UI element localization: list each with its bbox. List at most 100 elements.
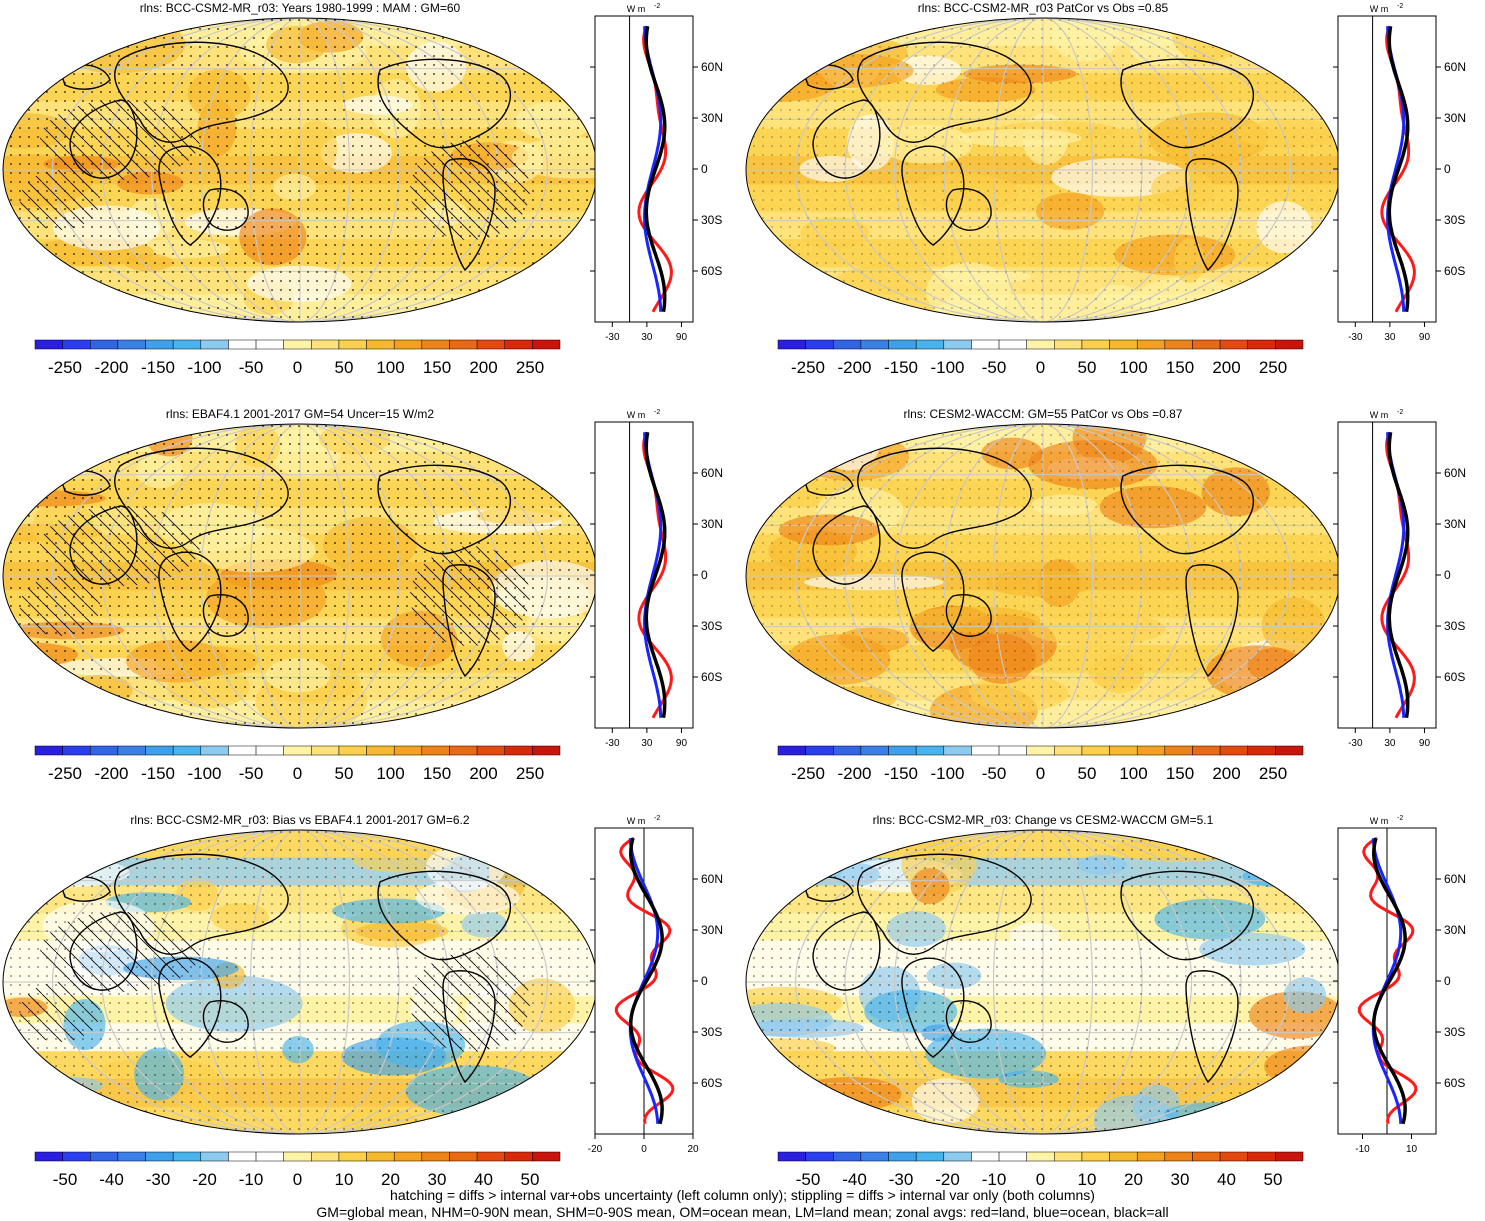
colorbar-label: 100 [1119,358,1147,377]
colorbar-swatch [311,339,340,350]
field-blob [55,440,95,470]
colorbar-label: -250 [791,764,825,783]
colorbar-label: 100 [376,358,404,377]
x-tick-label: -30 [1348,738,1363,749]
colorbar: -250 -200 -150 -100 -50 0 50 100 150 200 250 [34,339,561,377]
x-tick-label: -20 [588,1144,603,1155]
lat-tick-label: 60S [701,1076,722,1090]
colorbar-swatch [366,339,395,350]
zonal-curve-all [629,837,664,1125]
colorbar-label: 0 [293,1170,302,1189]
colorbar-label: 150 [1166,358,1194,377]
colorbar-label: 0 [293,358,302,377]
colorbar-swatch [1219,745,1248,756]
colorbar-swatch [860,745,889,756]
panel-figure: -50 -40 -30 -20 -10 0 10 20 30 40 50 W m -2 60N 30N 0 30… [2,815,723,1189]
colorbar-label: -100 [930,764,964,783]
colorbar-swatch [421,745,450,756]
lat-tick-label: 60S [701,670,722,684]
colorbar-swatch [393,1151,423,1162]
panel-title: rlns: BCC-CSM2-MR_r03 PatCor vs Obs =0.8… [917,1,1169,15]
zonal-frame [594,15,694,323]
colorbar-swatch [504,339,533,350]
colorbar-label: -100 [930,358,964,377]
colorbar-swatch [1164,745,1193,756]
colorbar-swatch [1247,1151,1276,1162]
colorbar-label: -250 [48,358,82,377]
field-blob [62,20,162,41]
colorbar-swatch [1247,745,1276,756]
colorbar-swatch [971,339,1000,350]
colorbar-swatch [255,1151,284,1162]
lat-tick-label: 30N [701,923,723,937]
colorbar-swatch [34,745,63,756]
footer-line-2: GM=global mean, NHM=0-90N mean, SHM=0-90… [316,1204,1169,1220]
colorbar-label: -200 [94,358,128,377]
x-tick-label: 30 [641,332,653,343]
lat-tick-label: 30S [1444,1025,1465,1039]
colorbar-label: -30 [889,1170,914,1189]
lat-tick-label: 60N [1444,872,1466,886]
lat-tick-label: 0 [701,974,708,988]
panel-title: rlns: BCC-CSM2-MR_r03: Years 1980-1999 :… [139,1,461,15]
colorbar-swatch [971,1151,1000,1162]
colorbar-label: -150 [141,764,175,783]
colorbar-label: -20 [935,1170,960,1189]
colorbar-swatch [283,745,312,756]
lat-tick-label: 30S [701,213,722,227]
colorbar-swatch [805,1151,834,1162]
panel-5: rlns: BCC-CSM2-MR_r03: Bias vs EBAF4.1 2… [0,812,742,1217]
colorbar-swatch [805,339,834,350]
colorbar-label: -250 [791,358,825,377]
panel-1: rlns: BCC-CSM2-MR_r03: Years 1980-1999 :… [0,0,742,405]
lat-tick-label: 30S [701,619,722,633]
colorbar-swatch [1219,1151,1248,1162]
colorbar-swatch [1192,745,1221,756]
colorbar-swatch [421,339,450,350]
stippling [746,18,1340,322]
colorbar-swatch [532,1151,561,1162]
colorbar-swatch [311,745,340,756]
colorbar-label: -200 [837,764,871,783]
panel-figure: -250 -200 -150 -100 -50 0 50 100 150 200 250 W m -2 6… [2,3,723,377]
colorbar-swatch [833,745,862,756]
colorbar-swatch [833,1151,862,1162]
colorbar-swatch [145,1151,174,1162]
lat-tick-label: 30S [1444,619,1465,633]
colorbar-swatch [117,745,146,756]
lat-tick-label: 30N [1444,517,1466,531]
x-tick-label: -10 [1355,1144,1370,1155]
panel-6: rlns: BCC-CSM2-MR_r03: Change vs CESM2-W… [743,812,1485,1217]
field-blob [746,432,858,467]
colorbar-label: 20 [381,1170,400,1189]
field-blob [1231,1099,1304,1128]
colorbar-swatch [1109,745,1138,756]
colorbar-swatch [62,745,91,756]
colorbar-swatch [1164,1151,1193,1162]
colorbar-label: 150 [423,358,451,377]
zonal-units-exponent: -2 [654,815,660,822]
colorbar-swatch [393,339,423,350]
x-tick-label: -30 [605,738,620,749]
hatching [410,952,530,1052]
panel-figure: -250 -200 -150 -100 -50 0 50 100 150 200 250 W m -2 6… [745,3,1466,377]
colorbar-swatch [145,339,174,350]
colorbar-label: -200 [94,764,128,783]
colorbar-swatch [90,745,119,756]
hatching [20,576,100,636]
colorbar-swatch [62,1151,91,1162]
colorbar-label: 250 [516,764,544,783]
colorbar-swatch [421,1151,450,1162]
colorbar-swatch [943,339,972,350]
colorbar-label: -100 [187,764,221,783]
x-tick-label: 30 [641,738,653,749]
colorbar: -250 -200 -150 -100 -50 0 50 100 150 200 250 [34,745,561,783]
colorbar-swatch [476,1151,505,1162]
colorbar-swatch [449,339,478,350]
colorbar-swatch [200,1151,229,1162]
colorbar-swatch [449,1151,478,1162]
colorbar-swatch [476,745,505,756]
colorbar-label: 0 [293,764,302,783]
lat-tick-label: 60S [1444,1076,1465,1090]
zonal-curve-all [644,25,667,313]
